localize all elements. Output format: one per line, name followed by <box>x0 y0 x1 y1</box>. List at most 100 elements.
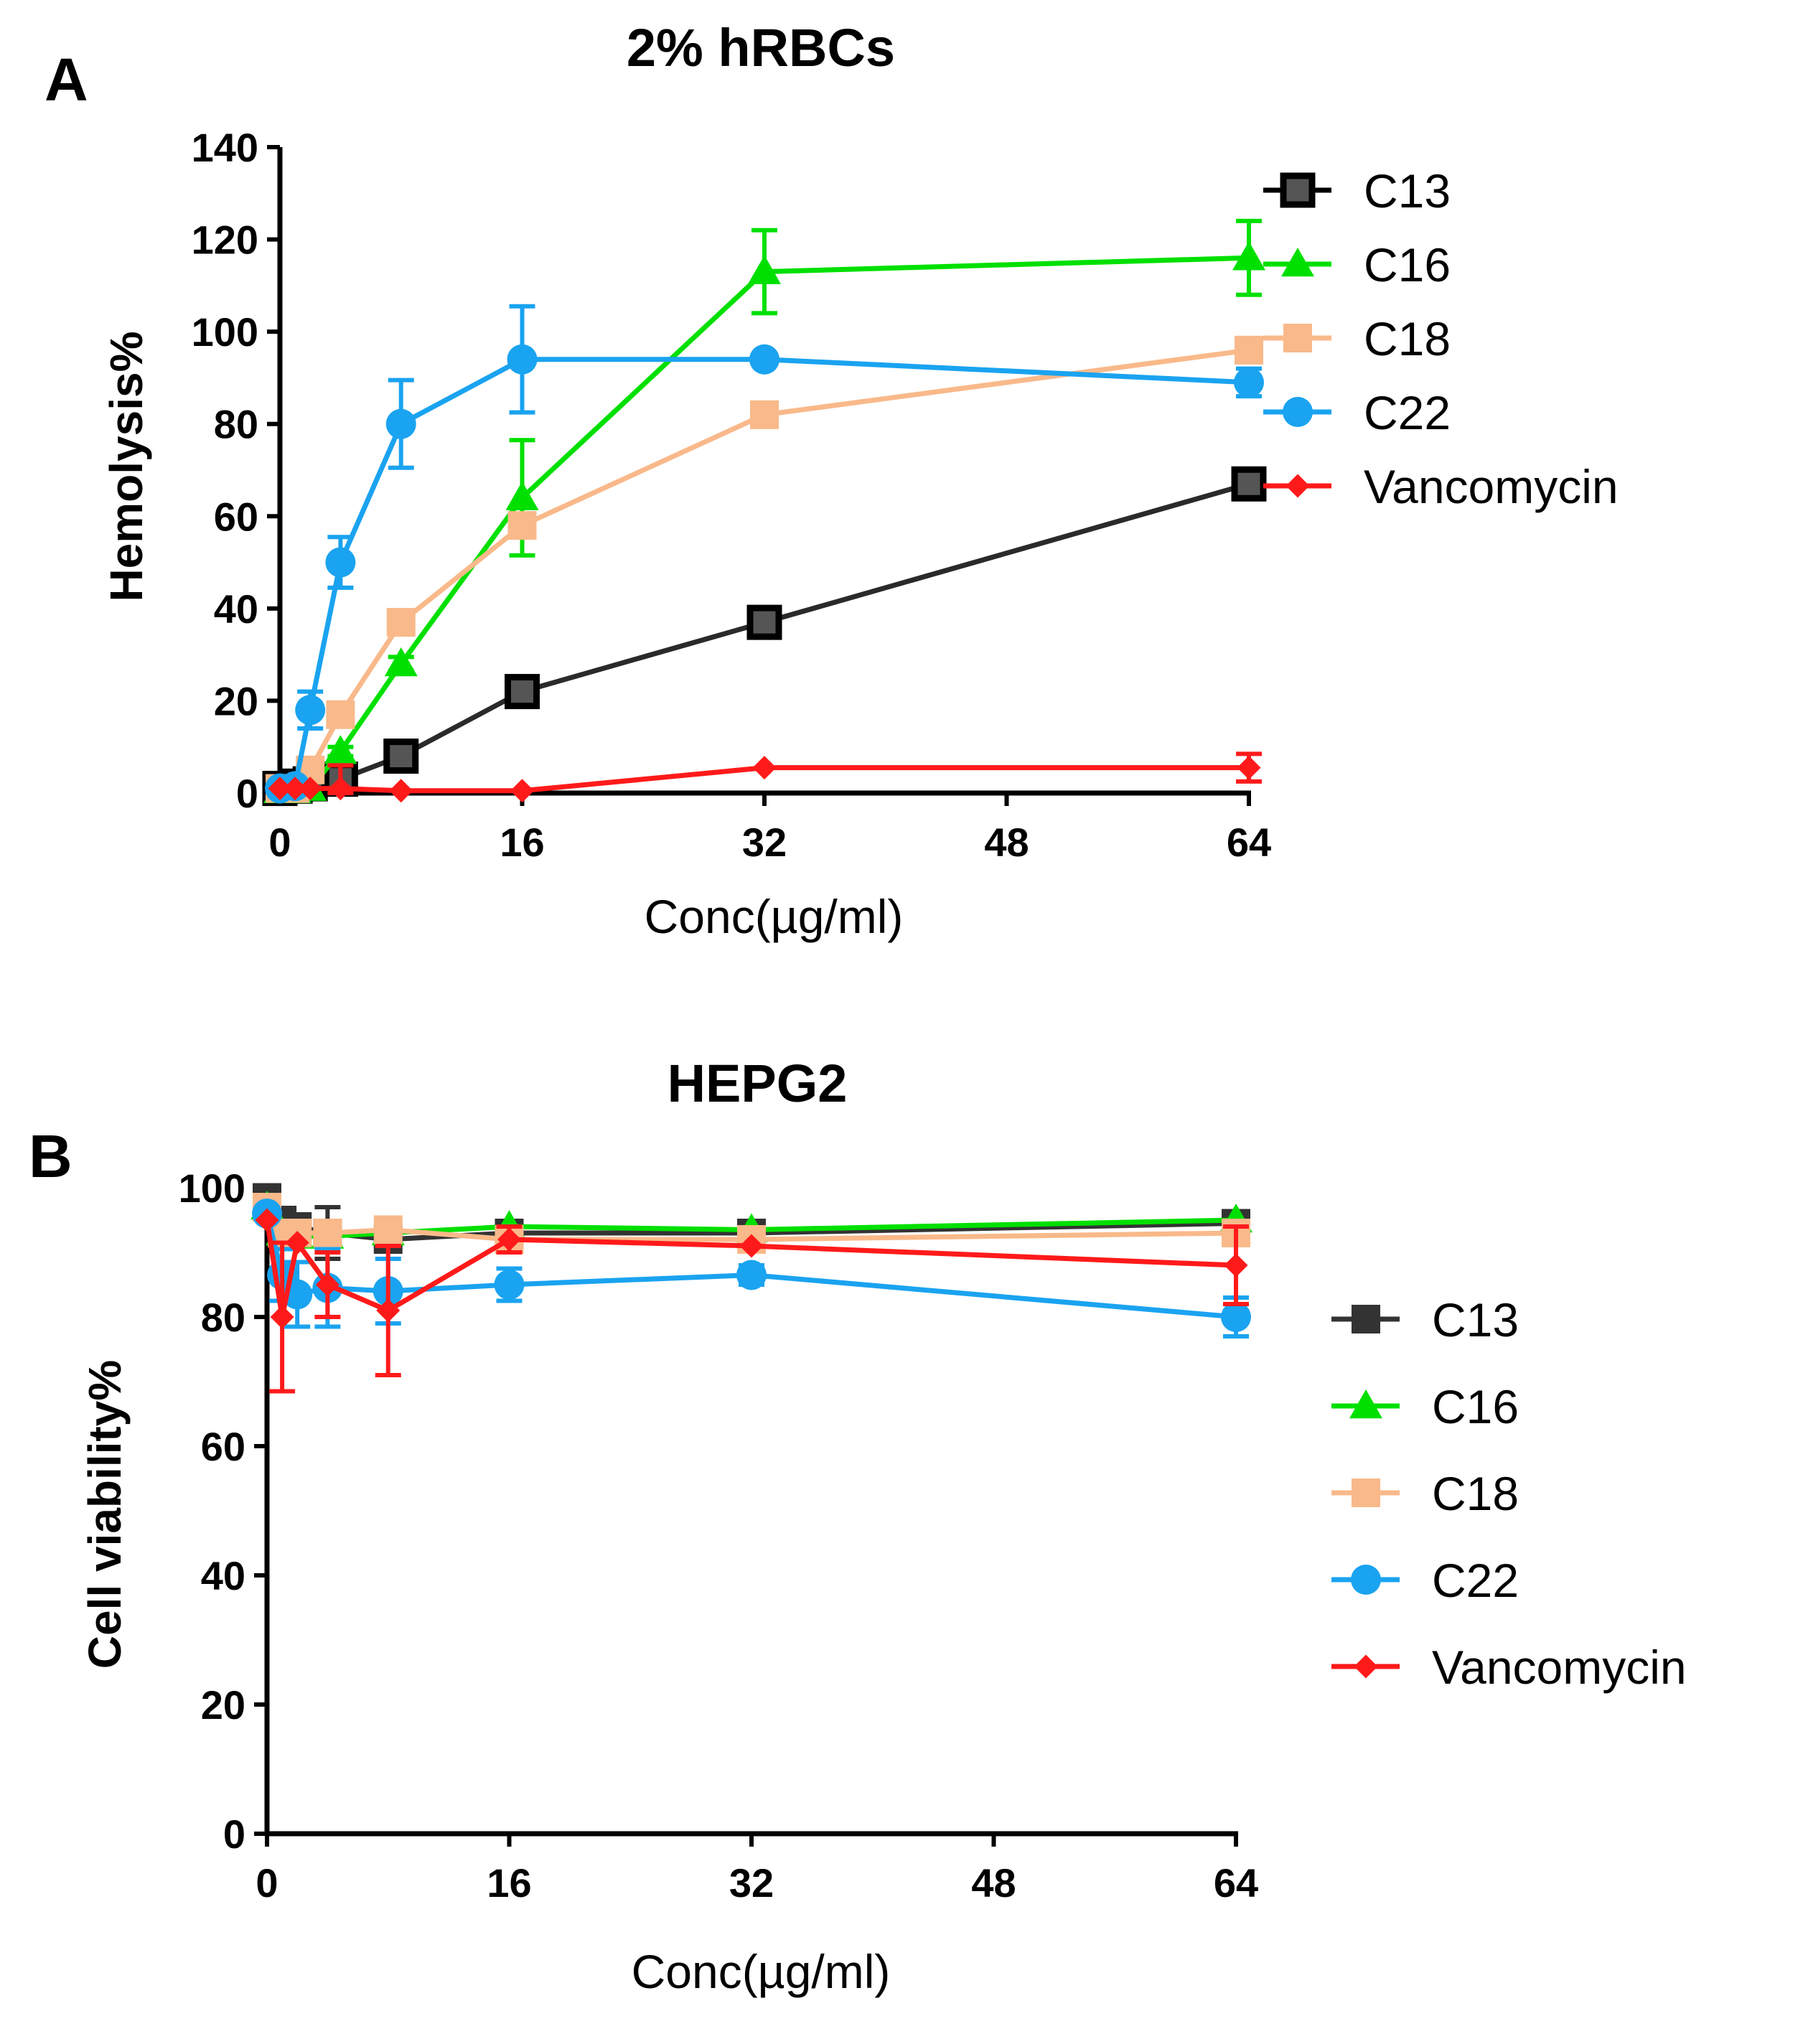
panel-b-title: HEPG2 <box>668 1054 848 1113</box>
data-point <box>752 756 777 780</box>
panel-a-x-axis-label: Conc(µg/ml) <box>645 890 904 943</box>
data-point <box>270 1305 294 1329</box>
panel-a-series <box>262 218 1267 807</box>
legend-label: Vancomycin <box>1364 460 1619 513</box>
legend-item-c22: C22 <box>1263 386 1451 439</box>
series-vancomycin <box>268 751 1262 803</box>
panel-b-cell-viability-chart: B HEPG2 Conc(µg/ml) Cell viability% 0 20 4… <box>29 1054 1687 1998</box>
panel-a-axes: 0 20 40 60 80 100 120 140 0 16 32 48 64 <box>192 125 1272 865</box>
y-tick-label: 60 <box>214 494 258 539</box>
legend-item-vancomycin: Vancomycin <box>1263 460 1619 513</box>
data-point <box>1234 367 1264 398</box>
data-point <box>285 1231 309 1255</box>
x-tick-label: 32 <box>742 820 787 865</box>
data-point <box>748 255 781 284</box>
y-tick-label: 20 <box>214 678 258 723</box>
panel-a-letter: A <box>45 46 88 113</box>
legend-item-c13: C13 <box>1263 164 1451 217</box>
x-tick-label: 48 <box>984 820 1029 865</box>
legend-item-c16: C16 <box>1331 1380 1519 1433</box>
data-point <box>746 604 782 640</box>
legend-marker <box>1354 1654 1378 1679</box>
legend-item-c18: C18 <box>1263 312 1451 365</box>
y-tick-label: 140 <box>192 125 258 170</box>
x-tick-label: 0 <box>256 1860 278 1905</box>
data-point <box>1221 1302 1251 1332</box>
y-tick-label: 120 <box>192 217 258 263</box>
legend-label: Vancomycin <box>1432 1641 1687 1694</box>
x-tick-label: 64 <box>1227 820 1271 865</box>
data-point <box>324 735 357 764</box>
data-point <box>510 779 534 803</box>
series-c18 <box>266 335 1263 803</box>
data-point <box>736 1260 767 1290</box>
legend-marker <box>1283 397 1313 427</box>
y-tick-label: 80 <box>201 1295 245 1340</box>
data-point <box>313 1219 342 1247</box>
data-point <box>328 777 352 801</box>
data-point <box>494 1270 525 1300</box>
data-point <box>268 777 292 801</box>
legend-item-c13: C13 <box>1331 1293 1519 1346</box>
legend-marker <box>1285 474 1310 498</box>
legend-item-c22: C22 <box>1331 1554 1519 1607</box>
y-tick-label: 40 <box>214 586 258 632</box>
panel-a-legend: C13 C16 C18 C22 Vancomycin <box>1263 164 1619 513</box>
legend-label: C18 <box>1432 1467 1519 1520</box>
y-tick-label: 0 <box>223 1811 245 1857</box>
x-tick-label: 48 <box>971 1860 1016 1905</box>
data-point <box>1232 241 1265 271</box>
data-point <box>383 739 419 774</box>
legend-label: C18 <box>1364 312 1451 365</box>
x-tick-label: 16 <box>487 1860 531 1905</box>
legend-label: C16 <box>1364 238 1451 291</box>
data-point <box>507 344 538 375</box>
series-vancomycin <box>255 1208 1249 1394</box>
series-line <box>264 1219 1237 1320</box>
y-tick-label: 20 <box>201 1682 245 1727</box>
data-point <box>505 481 539 510</box>
y-tick-label: 60 <box>201 1424 245 1469</box>
data-point <box>376 1298 401 1323</box>
legend-marker <box>1281 248 1314 277</box>
legend-marker <box>1351 1565 1381 1595</box>
legend-item-c16: C16 <box>1263 238 1451 291</box>
legend-item-vancomycin: Vancomycin <box>1331 1641 1687 1694</box>
legend-label: C13 <box>1432 1293 1519 1346</box>
data-point <box>325 547 356 578</box>
legend-item-c18: C18 <box>1331 1467 1519 1520</box>
y-tick-label: 40 <box>201 1553 245 1598</box>
panel-b-y-axis-label: Cell viability% <box>79 1360 131 1669</box>
data-point <box>373 1215 403 1244</box>
x-tick-label: 32 <box>729 1860 774 1905</box>
data-point <box>295 695 326 726</box>
y-tick-label: 0 <box>236 771 258 816</box>
data-point <box>384 647 418 677</box>
data-point <box>507 511 537 540</box>
panel-a-y-axis-label: Hemolysis% <box>100 331 152 601</box>
panel-b-legend: C13 C16 C18 C22 Vancomycin <box>1331 1293 1687 1694</box>
data-point <box>1224 1253 1248 1278</box>
data-point <box>750 400 779 429</box>
panel-b-x-axis-label: Conc(µg/ml) <box>632 1945 891 1998</box>
data-point <box>749 344 779 375</box>
data-point <box>298 777 322 801</box>
legend-marker <box>1352 1305 1380 1333</box>
data-point <box>739 1234 764 1258</box>
data-point <box>326 700 355 729</box>
series-c16 <box>263 218 1265 804</box>
data-point <box>283 777 307 801</box>
x-tick-label: 16 <box>500 820 544 865</box>
legend-marker <box>1352 1478 1380 1507</box>
data-point <box>497 1227 521 1252</box>
data-point <box>385 408 416 439</box>
series-c22 <box>265 304 1264 804</box>
x-tick-label: 0 <box>268 820 291 865</box>
data-point <box>386 608 416 637</box>
panel-b-axes: 0 20 40 60 80 100 0 16 32 48 64 <box>179 1166 1259 1905</box>
y-tick-label: 100 <box>179 1166 245 1211</box>
legend-label: C22 <box>1364 386 1451 439</box>
legend-label: C22 <box>1432 1554 1519 1607</box>
data-point <box>255 1208 279 1232</box>
